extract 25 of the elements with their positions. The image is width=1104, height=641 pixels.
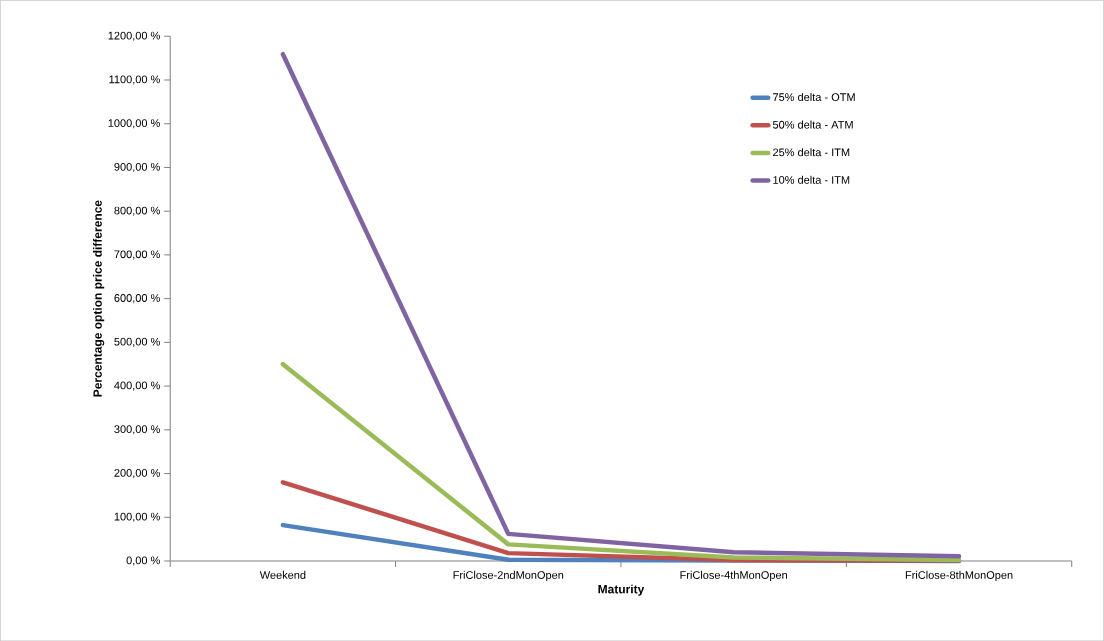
y-tick-label: 400,00 % [114, 381, 160, 391]
x-axis-title: Maturity [598, 584, 645, 596]
y-tick-label: 1200,00 % [108, 31, 160, 41]
y-tick-label: 300,00 % [114, 425, 160, 435]
y-tick-label: 600,00 % [114, 293, 160, 304]
y-tick-label: 100,00 % [114, 512, 160, 522]
y-tick-label: 500,00 % [114, 337, 160, 347]
legend-label: 10% delta - ITM [773, 175, 850, 184]
y-axis-title: Percentage option price difference [93, 200, 105, 397]
y-tick-label: 700,00 % [114, 250, 160, 260]
x-tick-label: FriClose-4thMonOpen [680, 570, 787, 581]
x-tick-label: FriClose-8thMonOpen [905, 570, 1013, 581]
legend-label: 50% delta - ATM [772, 120, 853, 129]
y-tick-label: 1000,00 % [108, 119, 160, 129]
legend-label: 25% delta - ITM [773, 148, 850, 157]
legend-label: 75% delta - OTM [773, 92, 855, 101]
y-tick-label: 900,00 % [114, 162, 160, 172]
line-series [280, 361, 962, 563]
y-tick-label: 200,00 % [114, 468, 160, 478]
x-tick-label: Weekend [259, 570, 306, 579]
x-tick-label: FriClose-2ndMonOpen [453, 570, 564, 581]
line-series [280, 51, 962, 559]
y-tick-label: 1100,00 % [109, 75, 160, 85]
y-tick-label: 0,00 % [126, 556, 160, 566]
y-tick-label: 800,00 % [114, 206, 160, 216]
